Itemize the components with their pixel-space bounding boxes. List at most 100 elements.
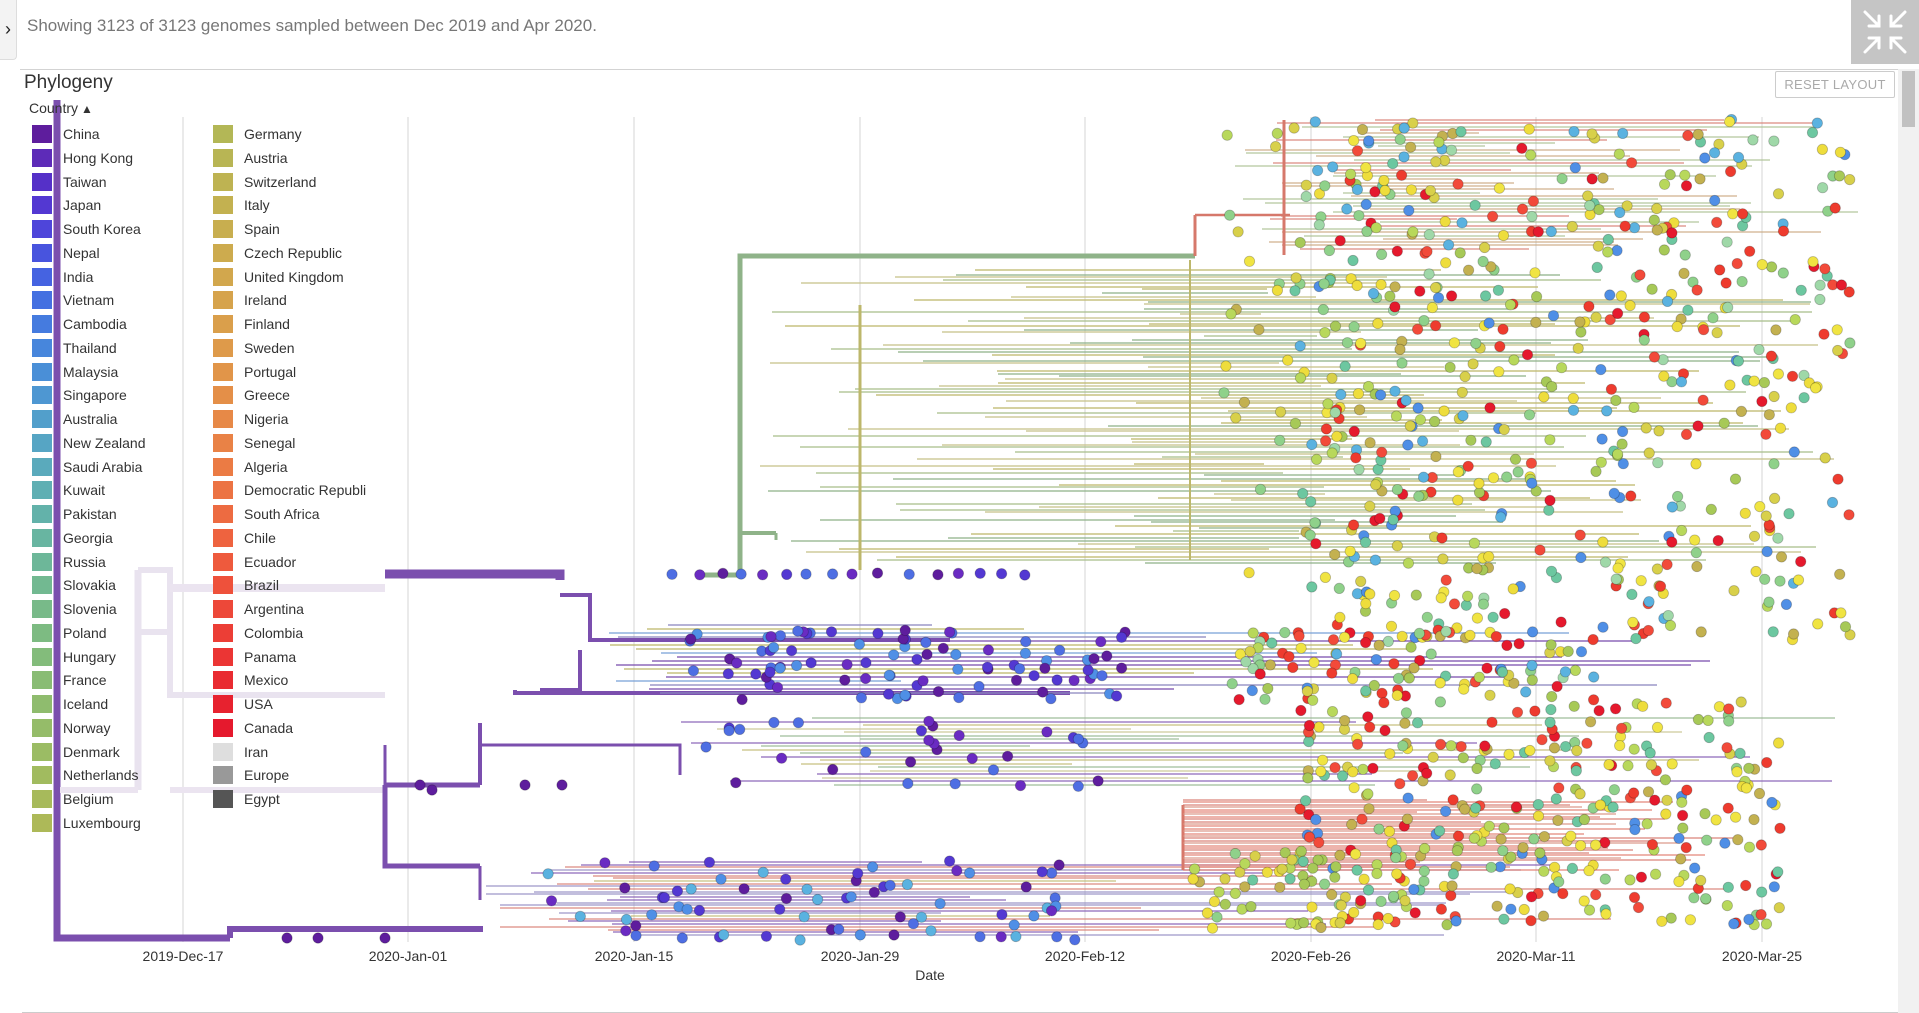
tree-tip[interactable]	[1756, 395, 1768, 407]
tree-tip[interactable]	[1524, 744, 1536, 757]
tree-tip[interactable]	[1537, 910, 1550, 922]
tree-tip[interactable]	[1345, 168, 1357, 180]
tree-tip[interactable]	[1532, 810, 1545, 822]
legend-item[interactable]: India	[32, 267, 93, 286]
tree-tip[interactable]	[932, 569, 944, 581]
tree-tip[interactable]	[1440, 625, 1452, 638]
tree-tip[interactable]	[1051, 931, 1063, 943]
tree-tip[interactable]	[771, 681, 784, 694]
tree-tip[interactable]	[1389, 281, 1401, 293]
tree-tip[interactable]	[923, 734, 935, 746]
tree-tip[interactable]	[1688, 892, 1700, 904]
tree-tip[interactable]	[1391, 245, 1403, 257]
legend-item[interactable]: USA	[213, 695, 273, 713]
legend-item[interactable]: Pakistan	[32, 505, 117, 523]
tree-tip[interactable]	[1484, 689, 1496, 701]
tree-tip[interactable]	[1754, 500, 1766, 513]
tree-tip[interactable]	[1391, 689, 1403, 702]
tree-tip[interactable]	[1758, 376, 1771, 389]
tree-tip[interactable]	[1295, 704, 1307, 717]
tree-tip[interactable]	[1624, 299, 1636, 312]
tree-tip[interactable]	[1014, 779, 1027, 792]
tree-tip[interactable]	[1574, 529, 1586, 541]
tree-tip[interactable]	[1375, 389, 1387, 401]
tree-tip[interactable]	[1309, 116, 1321, 128]
tree-tip[interactable]	[1226, 678, 1238, 690]
tree-tip[interactable]	[1760, 428, 1772, 440]
tree-tip[interactable]	[1388, 890, 1400, 902]
tree-tip[interactable]	[687, 665, 700, 677]
legend-item[interactable]: Austria	[213, 148, 288, 167]
tree-tip[interactable]	[1423, 268, 1435, 280]
tree-tip[interactable]	[738, 883, 750, 895]
tree-tip[interactable]	[1624, 874, 1636, 886]
tree-tip[interactable]	[1772, 532, 1784, 544]
tree-tip[interactable]	[1614, 739, 1626, 752]
tree-tip[interactable]	[1394, 133, 1406, 145]
tree-tip[interactable]	[1288, 122, 1300, 134]
tree-tip[interactable]	[1602, 233, 1614, 246]
tree-tip[interactable]	[872, 627, 884, 640]
tree-tip[interactable]	[1444, 769, 1456, 781]
tree-tip[interactable]	[1356, 123, 1369, 136]
tree-tip[interactable]	[1743, 762, 1755, 774]
legend-item[interactable]: Saudi Arabia	[32, 457, 142, 476]
tree-tip[interactable]	[1829, 202, 1841, 214]
tree-tip[interactable]	[868, 886, 880, 898]
tree-tip[interactable]	[1271, 284, 1284, 296]
tree-tip[interactable]	[1434, 696, 1447, 708]
tree-tip[interactable]	[1546, 690, 1558, 703]
tree-tip[interactable]	[1219, 898, 1231, 910]
tree-tip[interactable]	[1334, 235, 1346, 247]
tree-tip[interactable]	[1072, 733, 1085, 745]
tree-tip[interactable]	[1445, 889, 1457, 902]
legend-item[interactable]: Egypt	[213, 790, 280, 808]
tree-tip[interactable]	[1445, 740, 1457, 752]
tree-tip[interactable]	[1427, 751, 1439, 763]
tree-tip[interactable]	[866, 861, 879, 873]
tree-tip[interactable]	[943, 855, 956, 867]
tree-tip[interactable]	[1385, 620, 1398, 632]
legend-item[interactable]: Iceland	[32, 695, 108, 713]
tree-tip[interactable]	[1335, 388, 1347, 401]
tree-tip[interactable]	[281, 932, 293, 944]
tree-tip[interactable]	[1578, 813, 1591, 826]
tree-tip[interactable]	[1234, 866, 1246, 878]
tree-tip[interactable]	[1492, 284, 1505, 296]
tree-tip[interactable]	[1372, 317, 1384, 330]
tree-tip[interactable]	[923, 715, 935, 727]
tree-tip[interactable]	[1597, 621, 1609, 633]
legend-item[interactable]: Ecuador	[213, 552, 296, 571]
tree-tip[interactable]	[1505, 903, 1517, 915]
tree-tip[interactable]	[1691, 284, 1703, 296]
tree-tip[interactable]	[1082, 664, 1094, 676]
tree-tip[interactable]	[1456, 386, 1468, 398]
tree-tip[interactable]	[1740, 782, 1753, 794]
tree-tip[interactable]	[1666, 758, 1678, 770]
tree-tip[interactable]	[1376, 485, 1388, 497]
tree-tip[interactable]	[902, 777, 914, 790]
tree-tip[interactable]	[1835, 607, 1847, 619]
tree-tip[interactable]	[750, 668, 762, 680]
tree-tip[interactable]	[1498, 913, 1510, 925]
tree-tip[interactable]	[1832, 344, 1844, 357]
tree-tip[interactable]	[1020, 635, 1032, 648]
tree-tip[interactable]	[774, 903, 786, 915]
tree-tip[interactable]	[1666, 536, 1678, 548]
tree-tip[interactable]	[1489, 758, 1501, 770]
tree-tip[interactable]	[1612, 307, 1624, 319]
tree-tip[interactable]	[1556, 362, 1568, 374]
tree-tip[interactable]	[1187, 873, 1199, 885]
tree-tip[interactable]	[882, 688, 895, 700]
tree-tip[interactable]	[1525, 149, 1537, 161]
tree-tip[interactable]	[937, 642, 949, 654]
tree-tip[interactable]	[1225, 308, 1237, 320]
tree-tip[interactable]	[1457, 410, 1469, 422]
tree-tip[interactable]	[952, 663, 964, 675]
tree-tip[interactable]	[1413, 627, 1426, 640]
tree-tip[interactable]	[974, 567, 986, 579]
tree-tip[interactable]	[963, 867, 976, 879]
tree-tip[interactable]	[1247, 662, 1259, 675]
tree-tip[interactable]	[1557, 887, 1569, 900]
tree-tip[interactable]	[1274, 434, 1286, 446]
